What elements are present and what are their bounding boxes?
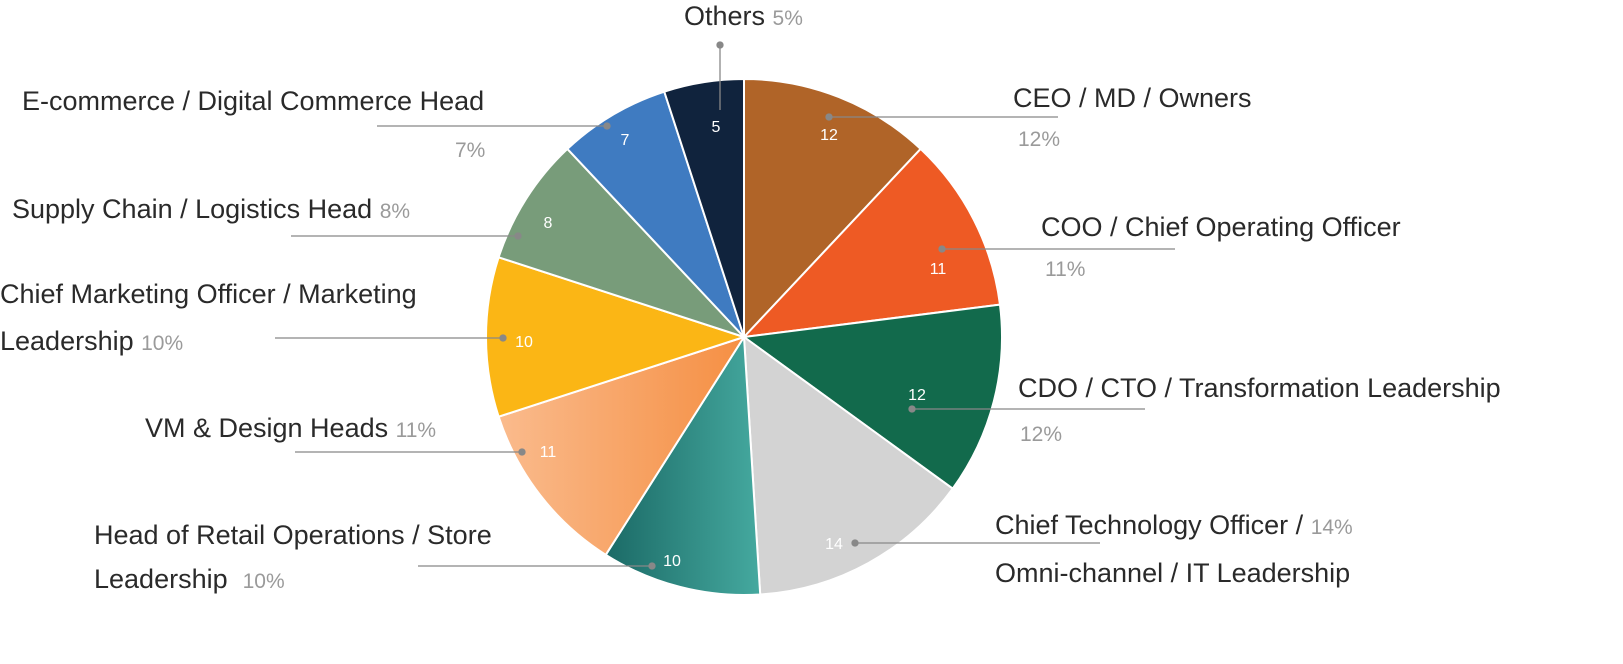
pie-slice-8 — [497, 147, 745, 338]
label-supply: Supply Chain / Logistics Head 8% — [12, 196, 410, 223]
pct-cto: 14% — [1310, 516, 1353, 539]
pie-slice-2 — [741, 147, 1002, 339]
pie-slice-6 — [497, 335, 747, 557]
data-label: 5 — [712, 119, 721, 136]
data-label: 12 — [820, 127, 838, 144]
label-cmo-line2: Leadership — [0, 326, 134, 356]
data-label: 12 — [908, 387, 926, 404]
pct-cdo: 12% — [1020, 423, 1063, 446]
pie-slice-5 — [604, 333, 762, 596]
label-cdo: CDO / CTO / Transformation Leadership — [1018, 373, 1501, 403]
data-label: 14 — [825, 536, 843, 553]
label-ceo: CEO / MD / Owners — [1013, 83, 1252, 113]
label-others-text: Others — [684, 1, 766, 31]
pct-cmo: 10% — [141, 332, 184, 355]
pct-coo: 11% — [1045, 258, 1086, 281]
label-cto: Chief Technology Officer / 14% — [995, 512, 1353, 539]
label-retail-line2: Leadership — [94, 564, 228, 594]
label-retail-line1: Head of Retail Operations / Store — [94, 520, 492, 550]
pct-others: 5% — [772, 7, 803, 30]
label-cmo-line1: Chief Marketing Officer / Marketing — [0, 279, 417, 309]
label-others: Others 5% — [684, 3, 803, 30]
pct-ceo: 12% — [1018, 128, 1061, 151]
pie-slice-9 — [565, 90, 745, 338]
label-vm-text: VM & Design Heads — [145, 413, 389, 443]
pie-slice-3 — [741, 303, 1003, 491]
pie-slice-4 — [742, 334, 955, 596]
label-cto-line1: Chief Technology Officer / — [995, 510, 1304, 540]
pct-ecom: 7% — [455, 139, 486, 162]
pie-slice-7 — [485, 256, 748, 418]
data-label: 10 — [515, 334, 533, 351]
data-label: 8 — [544, 215, 553, 232]
label-cto-line2: Omni-channel / IT Leadership — [995, 558, 1351, 588]
label-supply-text: Supply Chain / Logistics Head — [12, 194, 373, 224]
label-coo: COO / Chief Operating Officer — [1041, 212, 1401, 242]
pct-vm: 11% — [395, 419, 437, 442]
data-label: 7 — [621, 132, 630, 149]
data-label: 10 — [663, 553, 681, 570]
data-label: 11 — [930, 261, 947, 278]
data-label: 11 — [540, 444, 557, 461]
pie-slice-1 — [743, 77, 923, 340]
label-vm: VM & Design Heads 11% — [145, 415, 436, 442]
label-ecom: E-commerce / Digital Commerce Head — [22, 86, 485, 116]
pct-retail: 10% — [242, 570, 285, 593]
pie-slice-10 — [663, 77, 745, 338]
label-cmo: Leadership 10% — [0, 328, 183, 355]
pct-supply: 8% — [379, 200, 411, 223]
label-retail: Leadership 10% — [94, 566, 285, 593]
